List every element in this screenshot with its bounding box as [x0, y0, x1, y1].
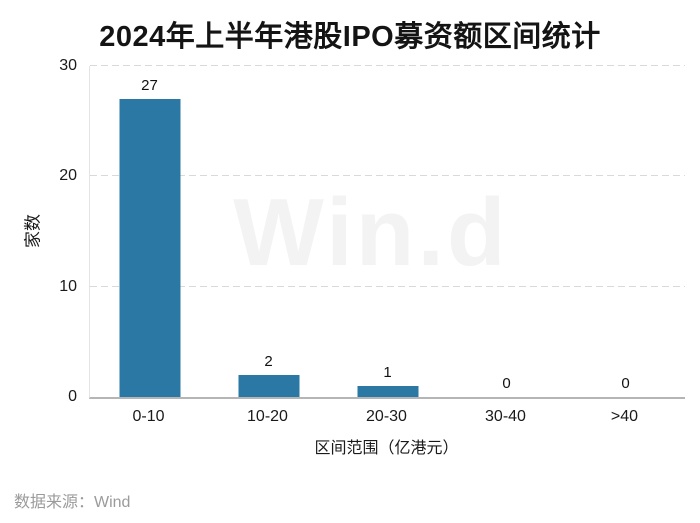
gridline-30	[90, 65, 685, 66]
bar-0-10	[119, 99, 180, 397]
x-tick-label-10-20: 10-20	[247, 408, 288, 425]
y-tick-label-30: 30	[59, 57, 77, 74]
x-tick-label-20-30: 20-30	[366, 408, 407, 425]
gridline-10	[90, 285, 685, 287]
y-tick-label-0: 0	[68, 388, 77, 405]
gridline-20	[90, 175, 685, 177]
chart-title: 2024年上半年港股IPO募资额区间统计	[99, 21, 601, 53]
x-tick-label-30-40: 30-40	[485, 408, 526, 425]
y-axis-label: 家数	[23, 214, 43, 248]
x-axis-label: 区间范围（亿港元）	[314, 440, 459, 457]
bar-20-30	[357, 385, 418, 397]
bar-value-label: 2	[264, 352, 273, 370]
plot-area: 27 2 1 0 0	[89, 65, 685, 399]
bar-column-30-40: 0	[447, 66, 566, 397]
data-source: 数据来源：Wind	[14, 494, 131, 511]
bar-value-label: 27	[141, 77, 158, 95]
bar-value-label: 0	[502, 375, 511, 392]
bar-value-label: 0	[621, 375, 630, 392]
x-tick-labels: 0-10 10-20 20-30 30-40 >40	[89, 408, 684, 426]
bar-column-0-10: 27	[90, 66, 209, 397]
y-tick-label-20: 20	[59, 167, 77, 185]
x-tick-label-0-10: 0-10	[132, 408, 165, 425]
bar-column-20-30: 1	[328, 66, 447, 397]
bar-column->40: 0	[566, 66, 685, 397]
y-tick-label-10: 10	[59, 277, 77, 295]
x-tick-label->40: >40	[610, 408, 639, 425]
bar-column-10-20: 2	[209, 66, 328, 397]
bars: 27 2 1 0 0	[90, 66, 685, 397]
bar-10-20	[238, 374, 299, 397]
wind-watermark: Win.d	[233, 179, 509, 286]
bar-value-label: 1	[383, 363, 392, 381]
